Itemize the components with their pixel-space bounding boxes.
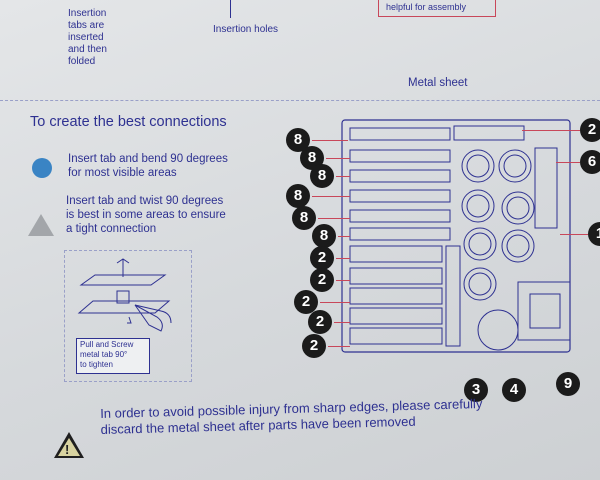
leader-line bbox=[556, 162, 580, 163]
part-badge: 8 bbox=[292, 206, 316, 230]
part-badge: 2 bbox=[308, 310, 332, 334]
twist-illustration bbox=[64, 250, 192, 382]
illus-caption-box bbox=[76, 338, 150, 374]
insertion-hole-leader bbox=[230, 0, 231, 18]
twist-tab-icon bbox=[28, 214, 54, 236]
leader-line bbox=[318, 218, 350, 219]
part-badge: 2 bbox=[310, 246, 334, 270]
part-badge: 4 bbox=[502, 378, 526, 402]
pliers-illustration bbox=[77, 258, 172, 332]
warning-icon-fill bbox=[58, 438, 80, 456]
part-badge: 9 bbox=[556, 372, 580, 396]
part-badge: 2 bbox=[294, 290, 318, 314]
leader-line bbox=[336, 280, 350, 281]
leader-line bbox=[338, 236, 350, 237]
leader-line bbox=[326, 158, 350, 159]
leader-line bbox=[336, 176, 350, 177]
callout-text: helpful for assembly bbox=[386, 2, 467, 12]
part-badge: 2 bbox=[580, 118, 600, 142]
section-divider bbox=[0, 100, 600, 101]
insertion-holes-label: Insertion holes bbox=[213, 24, 279, 35]
leader-line bbox=[334, 322, 350, 323]
part-badge: 2 bbox=[302, 334, 326, 358]
part-badge: 3 bbox=[464, 378, 488, 402]
illus-caption: Pull and Screw metal tab 90° to tighten bbox=[80, 340, 134, 369]
leader-line bbox=[560, 234, 588, 235]
leader-line bbox=[312, 196, 350, 197]
part-badge: 8 bbox=[310, 164, 334, 188]
leader-line bbox=[336, 258, 350, 259]
callout-box bbox=[378, 0, 496, 17]
metal-sheet-label: Metal sheet bbox=[408, 77, 468, 89]
part-badge: 8 bbox=[286, 184, 310, 208]
part-badge: 2 bbox=[310, 268, 334, 292]
metal-sheet-diagram bbox=[341, 119, 571, 353]
connections-heading: To create the best connections bbox=[30, 114, 227, 130]
leader-line bbox=[320, 302, 350, 303]
warning-text: In order to avoid possible injury from s… bbox=[100, 395, 483, 437]
tip-bend: Insert tab and bend 90 degrees for most … bbox=[68, 153, 228, 179]
leader-line bbox=[328, 346, 350, 347]
warning-exclamation-icon: ! bbox=[65, 442, 70, 457]
leader-line bbox=[312, 140, 348, 141]
bend-tab-icon bbox=[32, 158, 52, 178]
part-badge: 1 bbox=[588, 222, 600, 246]
part-badge: 8 bbox=[312, 224, 336, 248]
tip-twist: Insert tab and twist 90 degrees is best … bbox=[66, 195, 226, 235]
leader-line bbox=[522, 130, 580, 131]
part-badge: 6 bbox=[580, 150, 600, 174]
insertion-tabs-note: Insertion tabs are inserted and then fol… bbox=[68, 8, 107, 67]
